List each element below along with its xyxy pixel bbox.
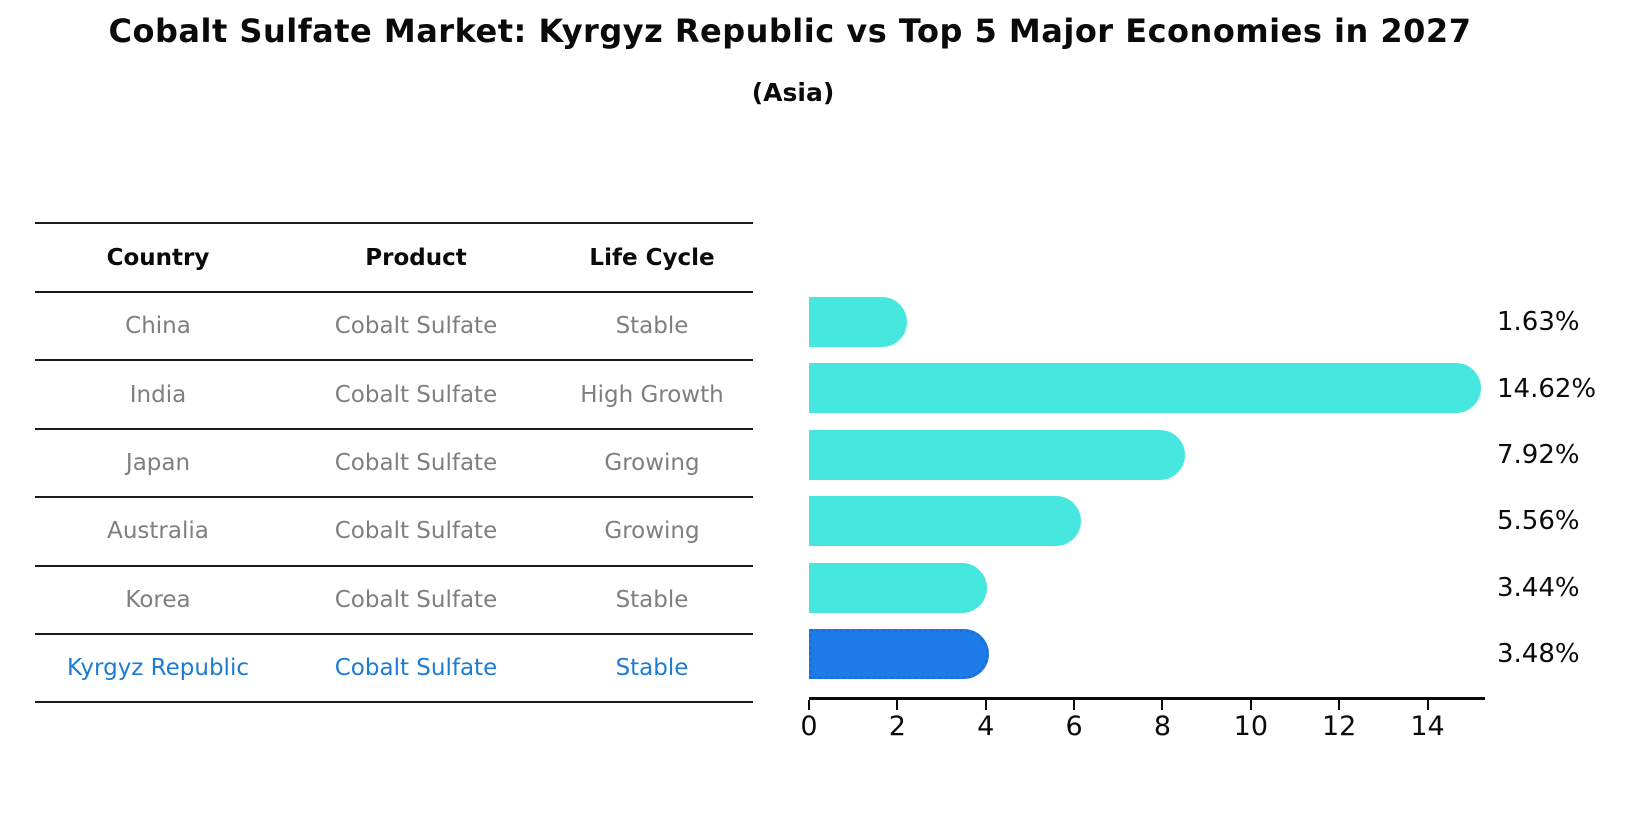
- cell-country: Japan: [125, 449, 191, 476]
- cell-product: Cobalt Sulfate: [334, 381, 498, 408]
- table-row-kyrgyz-republic: Kyrgyz Republic Cobalt Sulfate Stable: [35, 632, 753, 701]
- bar-kyrgyz-republic-highlighted: [809, 628, 989, 679]
- cell-country: Australia: [107, 518, 209, 545]
- x-axis-tick-label: 14: [1410, 711, 1445, 742]
- x-axis-tick: [984, 700, 987, 710]
- cell-life-cycle: Growing: [604, 518, 700, 545]
- table-row-korea: Korea Cobalt Sulfate Stable: [35, 564, 753, 633]
- chart-subtitle: (Asia): [751, 78, 835, 107]
- cell-country: Kyrgyz Republic: [67, 655, 249, 682]
- cell-product: Cobalt Sulfate: [334, 586, 498, 613]
- bar-plot-area: 1.63% 14.62% 7.92% 5.56% 3.44% 3.48%: [809, 289, 1650, 687]
- x-axis-line: [809, 697, 1485, 700]
- x-axis-tick-label: 4: [977, 711, 995, 742]
- value-label-india: 14.62%: [1497, 373, 1597, 404]
- x-axis-tick: [1338, 700, 1341, 710]
- x-axis-tick: [1249, 700, 1252, 710]
- cell-product: Cobalt Sulfate: [334, 313, 498, 340]
- value-label-kyrgyz-republic: 3.48%: [1497, 639, 1580, 670]
- table-row-australia: Australia Cobalt Sulfate Growing: [35, 496, 753, 564]
- x-axis-tick-label: 6: [1065, 711, 1083, 742]
- cell-product: Cobalt Sulfate: [334, 655, 498, 682]
- cell-life-cycle: Stable: [615, 313, 689, 340]
- cell-country: China: [125, 313, 191, 340]
- x-axis: 0 2 4 6 8 10 12 14: [800, 697, 1485, 757]
- x-axis-tick-label: 10: [1233, 711, 1269, 742]
- value-label-korea: 3.44%: [1497, 572, 1580, 603]
- value-label-japan: 7.92%: [1497, 439, 1580, 470]
- cell-product: Cobalt Sulfate: [334, 449, 498, 476]
- chart-title: Cobalt Sulfate Market: Kyrgyz Republic v…: [108, 12, 1472, 50]
- cell-life-cycle: Growing: [604, 449, 700, 476]
- bar-row-japan: 7.92%: [809, 422, 1650, 488]
- column-header-product: Product: [365, 244, 467, 271]
- column-header-country: Country: [106, 244, 210, 271]
- x-axis-tick-label: 0: [800, 711, 818, 742]
- cell-life-cycle: Stable: [615, 655, 689, 682]
- bar-row-china: 1.63%: [809, 289, 1650, 355]
- x-axis-tick-label: 2: [888, 711, 906, 742]
- cell-country: Korea: [125, 586, 191, 613]
- x-axis-tick-label: 12: [1322, 711, 1357, 742]
- x-axis-tick: [1161, 700, 1164, 710]
- table-header-row: Country Product Life Cycle: [35, 222, 753, 291]
- country-table: Country Product Life Cycle China Cobalt …: [35, 222, 753, 704]
- bar-row-india: 14.62%: [809, 355, 1650, 421]
- x-axis-tick: [896, 700, 899, 710]
- bar-row-australia: 5.56%: [809, 488, 1650, 554]
- x-axis-tick: [1426, 700, 1429, 710]
- x-axis-tick-label: 8: [1153, 711, 1172, 742]
- x-axis-tick: [1073, 700, 1076, 710]
- value-label-china: 1.63%: [1497, 307, 1580, 338]
- cell-product: Cobalt Sulfate: [334, 518, 498, 545]
- bar-japan: [809, 429, 1185, 480]
- bar-india: [809, 363, 1481, 414]
- bar-row-kyrgyz-republic: 3.48%: [809, 621, 1650, 687]
- table-row-india: India Cobalt Sulfate High Growth: [35, 359, 753, 427]
- cell-life-cycle: Stable: [615, 586, 689, 613]
- x-axis-tick: [808, 700, 810, 710]
- bar-row-korea: 3.44%: [809, 555, 1650, 621]
- table-row-china: China Cobalt Sulfate Stable: [35, 291, 753, 359]
- cell-country: India: [129, 381, 187, 408]
- bar-korea: [809, 562, 987, 613]
- bar-australia: [809, 496, 1081, 547]
- table-row-japan: Japan Cobalt Sulfate Growing: [35, 427, 753, 496]
- column-header-life-cycle: Life Cycle: [589, 244, 715, 271]
- value-label-australia: 5.56%: [1497, 506, 1580, 537]
- bar-china: [809, 297, 908, 347]
- cell-life-cycle: High Growth: [580, 381, 724, 408]
